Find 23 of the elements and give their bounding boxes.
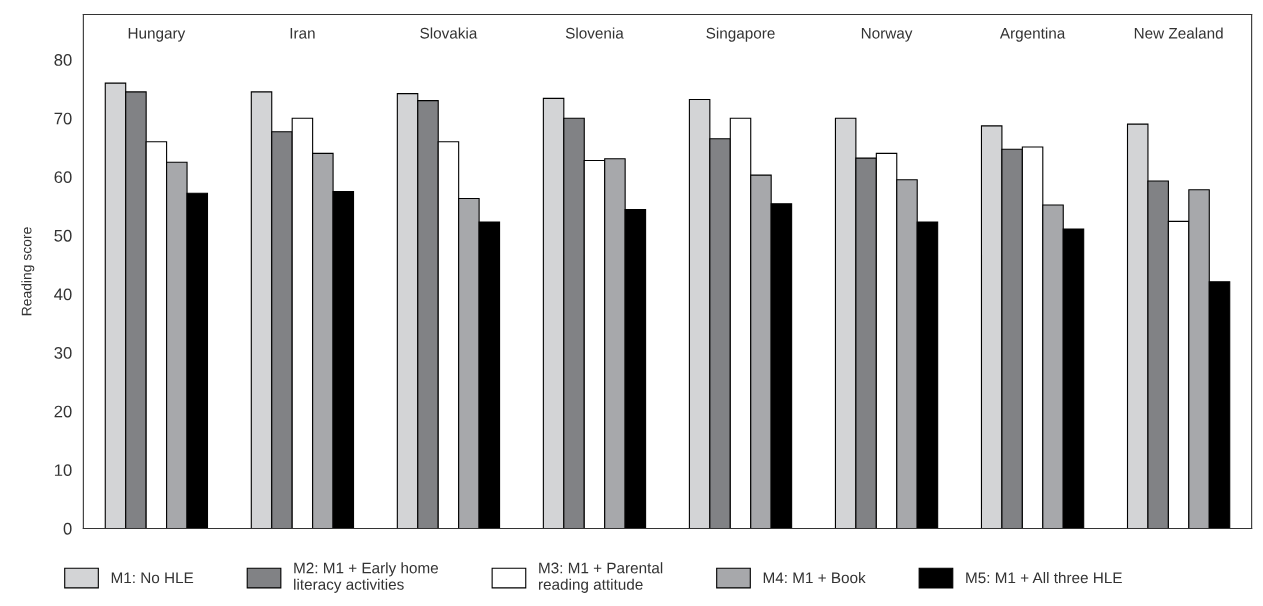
legend-label: M3: M1 + Parental reading attitude [538,562,663,593]
legend-label: M2: M1 + Early home literacy activities [294,562,438,593]
x-tick-label: New Zealand [1134,27,1223,39]
x-tick-label: Iran [290,28,315,39]
y-tick-label: 30 [54,347,72,359]
y-tick-label: 40 [54,288,72,301]
x-tick-label: Singapore [706,27,775,42]
y-tick-label: 20 [54,405,72,418]
y-axis-title: Reading score [21,227,35,316]
x-tick-label: Norway [861,28,913,42]
y-tick-label: 0 [63,522,72,535]
x-tick-label: Hungary [128,28,186,42]
y-tick-label: 10 [54,464,72,477]
legend-label: M4: M1 + Book [763,571,866,584]
y-tick-label: 70 [54,112,72,125]
x-tick-label: Argentina [999,27,1066,42]
y-tick-label: 50 [54,229,72,242]
x-tick-label: Slovakia [420,27,478,39]
y-tick-label: 60 [54,171,72,184]
y-tick-label: 80 [54,54,72,66]
x-tick-label: Slovenia [565,27,624,39]
legend-label: M5: M1 + All three HLE [966,571,1122,584]
legend-label: M1: No HLE [111,572,194,584]
